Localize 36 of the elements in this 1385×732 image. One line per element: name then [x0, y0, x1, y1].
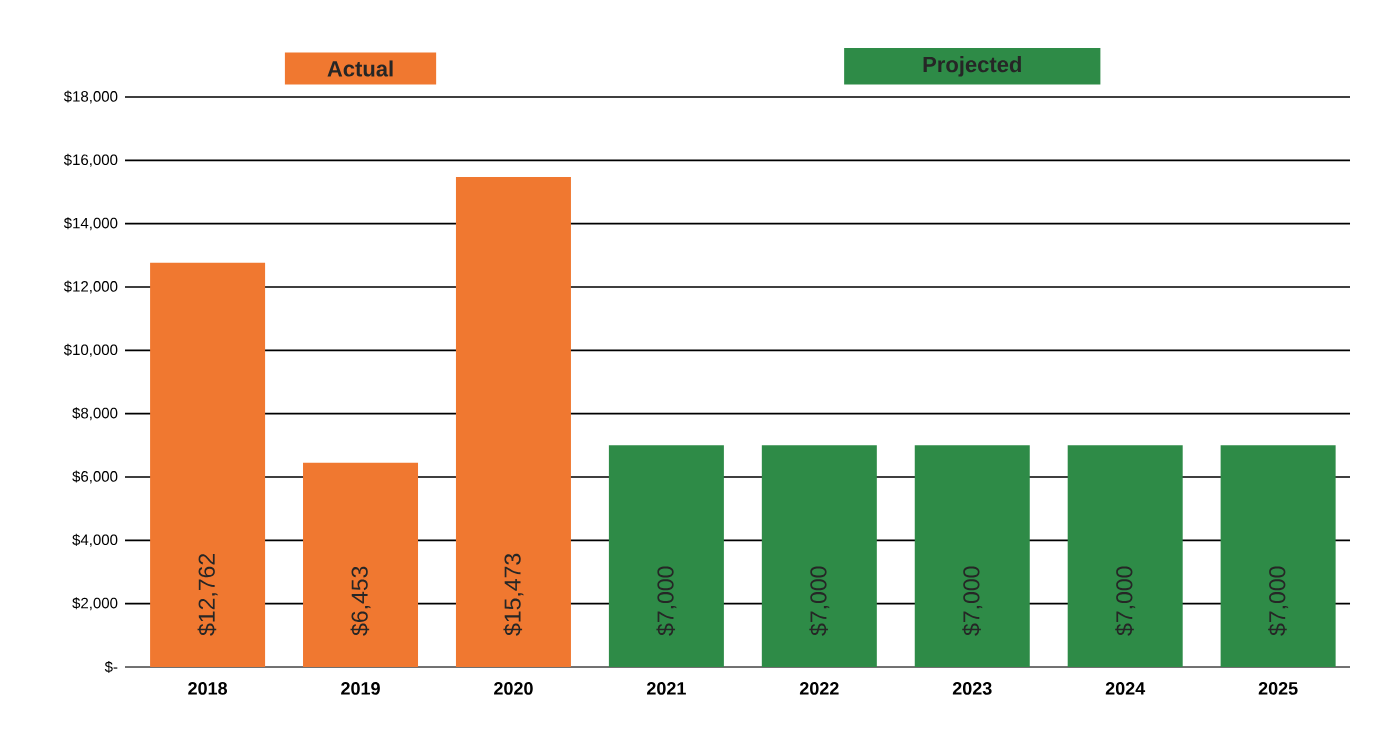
- bar: [608, 445, 724, 667]
- bar: [303, 462, 419, 667]
- x-tick-label: 2020: [494, 682, 533, 695]
- y-tick-label: $8,000: [72, 407, 118, 421]
- bar: [455, 177, 571, 667]
- data-label: $7,000: [1115, 566, 1136, 636]
- x-tick-label: 2025: [1258, 682, 1298, 695]
- x-tick-label: 2024: [1105, 682, 1146, 695]
- data-label: $6,453: [350, 566, 371, 636]
- bar: [914, 445, 1030, 667]
- data-label: $15,473: [503, 553, 524, 636]
- y-tick-label: $2,000: [72, 597, 118, 611]
- data-label: $7,000: [809, 566, 830, 636]
- x-tick-label: 2018: [188, 682, 228, 695]
- bar: [1220, 445, 1336, 667]
- y-tick-label: $10,000: [63, 343, 118, 357]
- bar: [150, 262, 266, 667]
- bar: [1067, 445, 1183, 667]
- bar: [761, 445, 877, 667]
- x-tick-label: 2021: [646, 682, 686, 695]
- data-label: $7,000: [1268, 566, 1289, 636]
- data-label: $7,000: [656, 566, 677, 636]
- y-tick-label: $6,000: [72, 470, 118, 484]
- x-tick-label: 2023: [952, 682, 992, 695]
- y-tick-label: $14,000: [63, 217, 118, 231]
- x-tick-label: 2019: [341, 682, 380, 695]
- y-tick-label: $16,000: [63, 153, 118, 167]
- x-tick-label: 2022: [799, 682, 839, 695]
- data-label: $7,000: [962, 566, 983, 636]
- y-tick-label: $4,000: [72, 533, 118, 547]
- text: Projected: [923, 56, 1021, 77]
- text: Actual: [327, 60, 393, 77]
- y-tick-label: $18,000: [63, 90, 118, 104]
- y-tick-label: $12,000: [63, 280, 118, 294]
- data-label: $12,762: [197, 554, 218, 636]
- y-tick-label: $-: [104, 660, 118, 674]
